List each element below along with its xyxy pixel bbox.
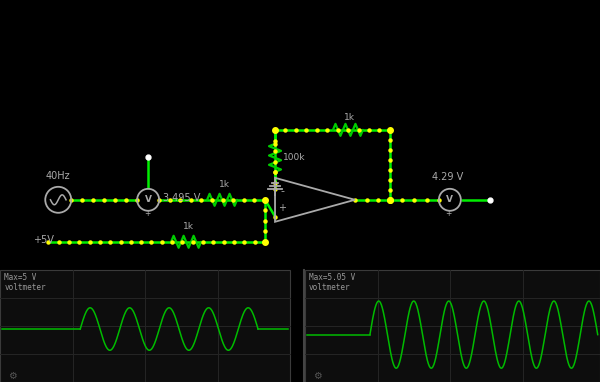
Text: V: V (145, 195, 152, 204)
Text: +5V: +5V (33, 235, 54, 245)
Text: 1k: 1k (182, 222, 194, 231)
FancyBboxPatch shape (0, 270, 290, 382)
Text: 1k: 1k (218, 180, 230, 189)
Text: V: V (446, 195, 454, 204)
Text: ⚙: ⚙ (313, 371, 322, 380)
Text: Max=5.05 V
voltmeter: Max=5.05 V voltmeter (309, 273, 355, 292)
Text: 3.495 V: 3.495 V (163, 193, 200, 203)
Text: ⚙: ⚙ (8, 371, 17, 380)
Text: 4.29 V: 4.29 V (432, 172, 463, 182)
Text: Max=5 V
voltmeter: Max=5 V voltmeter (4, 273, 46, 292)
Text: 40Hz: 40Hz (46, 171, 71, 181)
Text: 1k: 1k (344, 113, 355, 122)
Text: +: + (278, 203, 286, 213)
Text: 100k: 100k (283, 153, 305, 162)
FancyBboxPatch shape (305, 270, 600, 382)
Text: +: + (446, 209, 452, 218)
Text: -: - (280, 186, 284, 196)
Text: +: + (144, 209, 151, 218)
